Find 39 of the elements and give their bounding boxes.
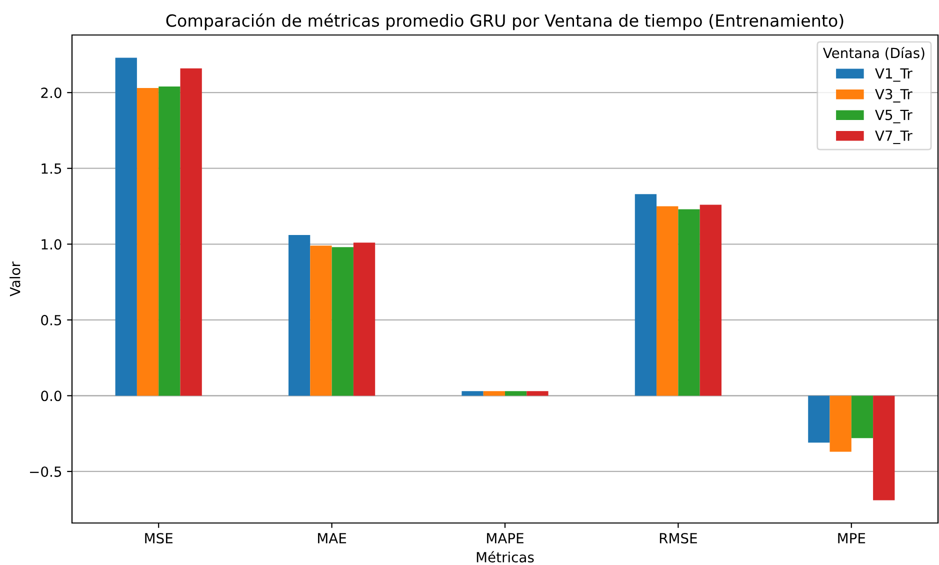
bar [158, 86, 180, 396]
y-tick-label: 0.0 [41, 390, 62, 402]
y-tick-label: 1.0 [42, 239, 62, 250]
bar [808, 396, 830, 443]
bar [830, 396, 852, 452]
x-tick-label: MAE [318, 533, 346, 544]
x-tick-label: MSE [145, 532, 172, 544]
bar [136, 88, 159, 396]
legend-label: V1_Tr [875, 68, 912, 82]
bar [678, 209, 700, 396]
x-tick-label: MPE [838, 533, 866, 544]
bar [634, 194, 657, 396]
y-tick-label: 1.5 [42, 164, 62, 174]
bar [462, 391, 484, 396]
legend-title: Ventana (Días) [823, 46, 924, 60]
bar [310, 246, 332, 396]
bar [180, 68, 202, 396]
bar [656, 206, 678, 396]
y-tick-label: 0.5 [41, 314, 62, 326]
y-tick-label: 2.0 [41, 88, 62, 98]
x-axis-title: Métricas [476, 551, 534, 562]
bar [483, 391, 505, 396]
bar [851, 396, 874, 438]
bar [288, 235, 310, 396]
bar [700, 204, 722, 396]
bar [332, 247, 354, 396]
bar [526, 391, 548, 396]
bar [873, 396, 895, 500]
y-axis-title: Valor [10, 262, 20, 296]
y-tick-label: −0.5 [30, 466, 62, 477]
x-tick-label: RMSE [660, 532, 697, 544]
chart-title: Comparación de métricas promedio GRU por Ventana de tiempo (Entrenamiento) [166, 13, 844, 30]
legend-label: V5_Tr [875, 110, 912, 124]
x-tick-label: MAPE [487, 533, 524, 544]
legend-label: V7_Tr [875, 130, 912, 144]
bar [505, 391, 527, 396]
legend-label: V3_Tr [875, 88, 912, 102]
bar [115, 58, 137, 396]
bar [353, 242, 376, 396]
